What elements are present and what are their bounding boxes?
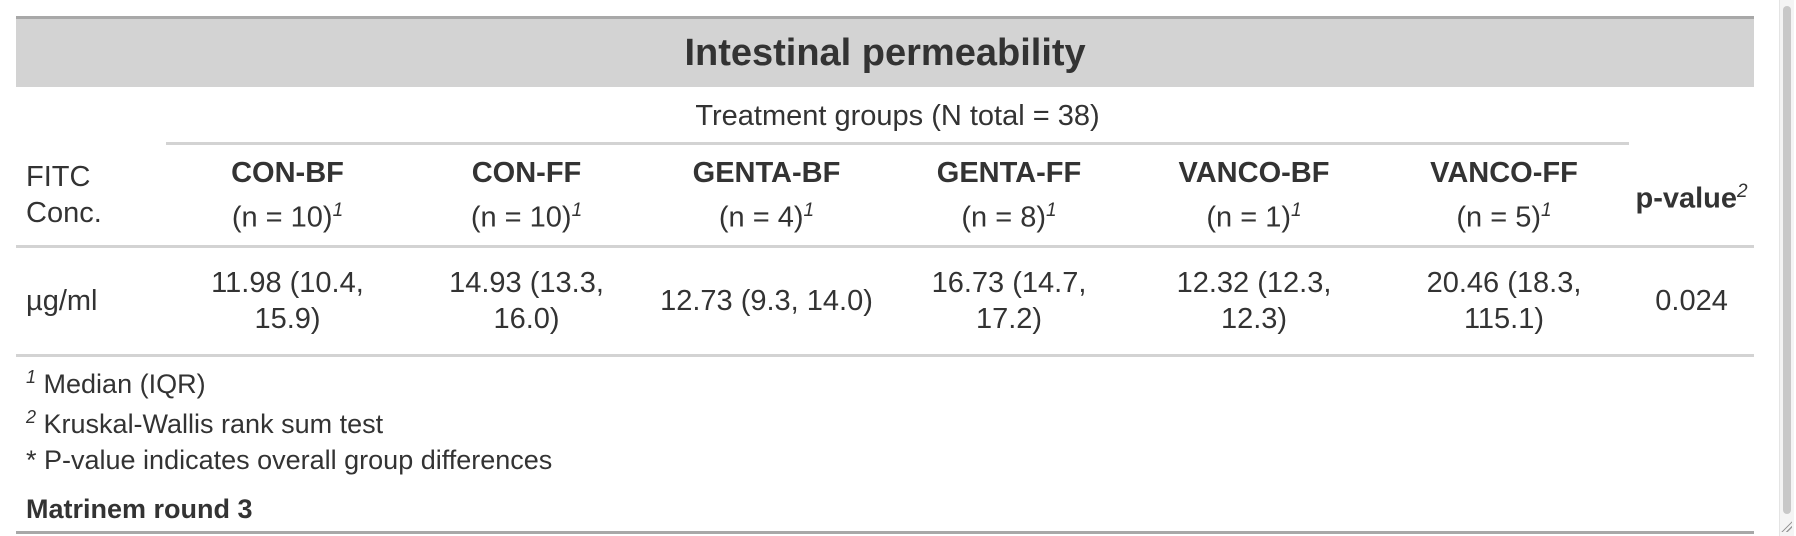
footnote-1: 1 Median (IQR) xyxy=(26,357,1754,399)
footnote-marker: 1 xyxy=(332,199,344,221)
table-cell: 20.46 (18.3, 115.1) xyxy=(1379,246,1629,357)
column-n-label: (n = 1)1 xyxy=(1206,199,1302,234)
footnote-2: 2 Kruskal-Wallis rank sum test xyxy=(26,397,1754,439)
column-header-con-bf: CON-BF (n = 10)1 xyxy=(166,145,409,248)
column-n-label: (n = 8)1 xyxy=(961,199,1057,234)
table-row: µg/ml 11.98 (10.4, 15.9) 14.93 (13.3, 16… xyxy=(16,246,1755,357)
row-label: µg/ml xyxy=(16,246,166,357)
scrollbar-thumb[interactable] xyxy=(1783,6,1791,514)
footnote-marker: 2 xyxy=(1737,180,1748,202)
footnote-marker: 1 xyxy=(571,199,583,221)
table-cell: 12.73 (9.3, 14.0) xyxy=(644,246,889,357)
column-header-genta-ff: GENTA-FF (n = 8)1 xyxy=(889,145,1129,248)
spanner-blank-left xyxy=(16,87,166,145)
column-n-label: (n = 5)1 xyxy=(1456,199,1552,234)
table-cell: 14.93 (13.3, 16.0) xyxy=(409,246,644,357)
column-group-label: CON-FF xyxy=(471,156,582,189)
table-cell: 12.32 (12.3, 12.3) xyxy=(1129,246,1379,357)
summary-table-container: Intestinal permeability Treatment groups… xyxy=(16,16,1755,534)
spanner-label: Treatment groups (N total = 38) xyxy=(695,99,1100,132)
footnote-text: Median (IQR) xyxy=(43,369,206,399)
table-cell: 16.73 (14.7, 17.2) xyxy=(889,246,1129,357)
source-caption: Matrinem round 3 xyxy=(26,494,253,524)
column-header-con-ff: CON-FF (n = 10)1 xyxy=(409,145,644,248)
footnote-marker: 1 xyxy=(1291,199,1302,221)
footnote-text: Kruskal-Wallis rank sum test xyxy=(43,409,384,439)
column-header-vanco-ff: VANCO-FF (n = 5)1 xyxy=(1379,145,1629,248)
spanner-underline xyxy=(166,142,1629,145)
pvalue-header-label: p-value xyxy=(1635,182,1738,215)
column-n-label: (n = 10)1 xyxy=(231,199,344,234)
column-group-label: VANCO-FF xyxy=(1430,156,1578,189)
summary-table: Intestinal permeability Treatment groups… xyxy=(16,16,1755,357)
table-title: Intestinal permeability xyxy=(16,17,1755,87)
column-n-label: (n = 10)1 xyxy=(470,199,583,234)
column-group-label: VANCO-BF xyxy=(1178,156,1330,189)
footnote-marker: 1 xyxy=(1541,199,1552,221)
column-group-label: GENTA-FF xyxy=(936,156,1082,189)
source-note: * P-value indicates overall group differ… xyxy=(26,445,553,475)
stub-header: FITC Conc. xyxy=(16,145,166,248)
bottom-rule xyxy=(16,531,1754,534)
footnote-marker: 1 xyxy=(803,199,815,221)
treatment-groups-spanner: Treatment groups (N total = 38) xyxy=(166,87,1629,145)
footnote-marker: 2 xyxy=(26,407,37,427)
table-footer: 1 Median (IQR) 2 Kruskal-Wallis rank sum… xyxy=(16,357,1754,529)
column-group-label: CON-BF xyxy=(231,156,344,189)
table-cell: 11.98 (10.4, 15.9) xyxy=(166,246,409,357)
column-header-genta-bf: GENTA-BF (n = 4)1 xyxy=(644,145,889,248)
column-header-vanco-bf: VANCO-BF (n = 1)1 xyxy=(1129,145,1379,248)
column-header-row: FITC Conc. CON-BF (n = 10)1 CON-FF (n = … xyxy=(16,145,1755,248)
pvalue-header: p-value2 xyxy=(1629,145,1755,248)
column-n-label: (n = 4)1 xyxy=(718,199,815,234)
pvalue-cell: 0.024 xyxy=(1629,246,1755,357)
spanner-blank-right xyxy=(1629,87,1754,145)
column-group-label: GENTA-BF xyxy=(692,156,841,189)
resize-grip-icon[interactable] xyxy=(1780,520,1792,532)
footnote-marker: 1 xyxy=(1046,199,1057,221)
vertical-scrollbar[interactable] xyxy=(1779,0,1794,536)
footnote-marker: 1 xyxy=(26,367,37,387)
